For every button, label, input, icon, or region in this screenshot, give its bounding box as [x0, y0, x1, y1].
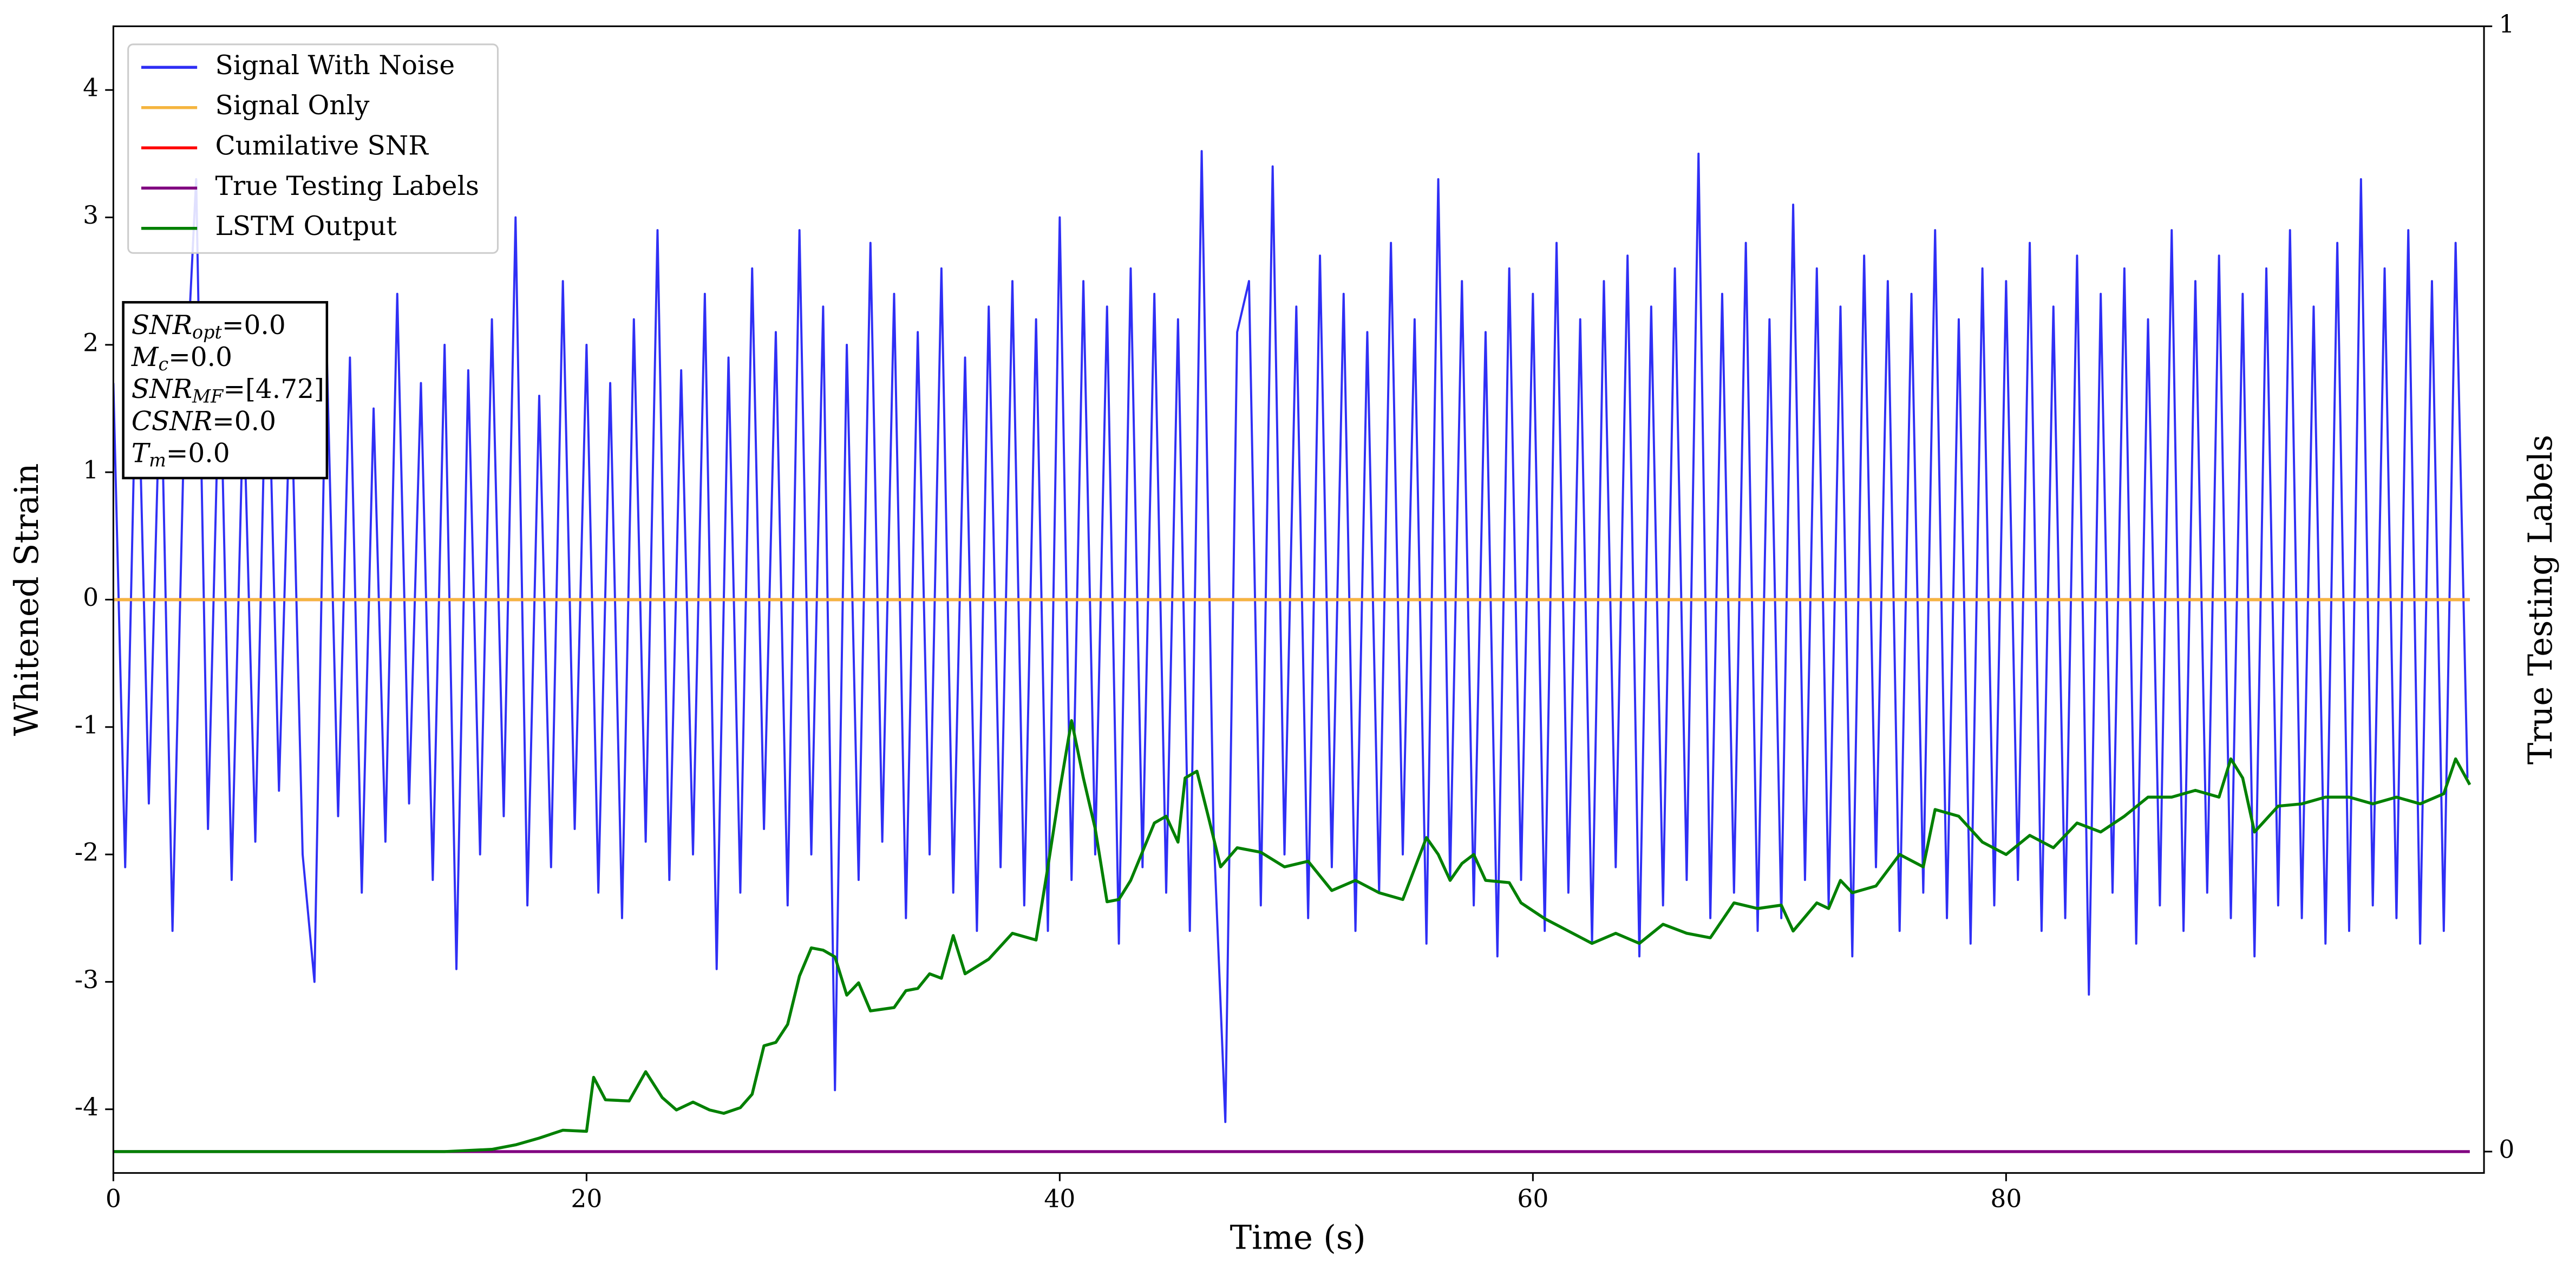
- annotation-box: [122, 301, 329, 480]
- x-axis-label: Time (s): [1230, 1219, 1366, 1257]
- legend-label: Signal Only: [215, 90, 370, 121]
- annotation-value: =0.0: [212, 406, 276, 436]
- annotation-value: =0.0: [222, 310, 286, 340]
- y2-axis-label: True Testing Labels: [2522, 435, 2560, 765]
- y-tick-label: -4: [75, 1093, 99, 1121]
- x-tick-label: 20: [571, 1184, 602, 1213]
- y-tick-label: 3: [83, 201, 99, 230]
- annotation-symbol: SNR: [132, 374, 192, 404]
- legend-box: [127, 43, 499, 254]
- y-tick-label: -2: [75, 838, 99, 867]
- y-tick-label: -3: [75, 965, 99, 994]
- annotation-value: =[4.72]: [223, 374, 324, 404]
- annotation-value: =0.0: [168, 342, 232, 372]
- legend-label: LSTM Output: [215, 211, 397, 241]
- legend-label: Signal With Noise: [215, 50, 455, 81]
- series-line: [113, 719, 2472, 1153]
- annotation-subscript: opt: [192, 322, 222, 343]
- annotation-subscript: MF: [192, 386, 224, 407]
- annotation: Tm=0.0: [132, 438, 230, 471]
- legend-label: Cumilative SNR: [215, 131, 429, 161]
- x-tick-label: 40: [1044, 1184, 1075, 1213]
- y2-tick-label: 1: [2499, 10, 2514, 38]
- y-tick-label: 0: [83, 583, 99, 612]
- series-line: [113, 150, 2469, 1123]
- annotation-subscript: m: [149, 450, 166, 471]
- annotation-symbol: M: [131, 342, 159, 372]
- y-tick-label: -1: [75, 710, 99, 739]
- annotation: SNRopt=0.0: [132, 310, 286, 343]
- annotation-symbol: T: [132, 438, 151, 468]
- y-tick-label: 1: [83, 456, 99, 485]
- x-tick-label: 0: [106, 1184, 121, 1213]
- annotation-symbol: SNR: [132, 310, 192, 340]
- x-tick-label: 80: [1990, 1184, 2022, 1213]
- y-tick-label: 2: [83, 328, 99, 357]
- legend-label: True Testing Labels: [215, 171, 479, 201]
- annotation: Mc=0.0: [131, 342, 232, 375]
- annotation-symbol: CSNR: [132, 406, 212, 436]
- y-axis-label: Whitened Strain: [8, 463, 46, 736]
- annotation-value: =0.0: [166, 438, 230, 468]
- y2-tick-label: 0: [2499, 1135, 2514, 1164]
- x-tick-label: 60: [1517, 1184, 1548, 1213]
- annotation-subscript: c: [158, 354, 168, 375]
- annotation: SNRMF=[4.72]: [132, 374, 324, 407]
- annotation: CSNR=0.0: [132, 406, 276, 436]
- y-tick-label: 4: [83, 74, 99, 102]
